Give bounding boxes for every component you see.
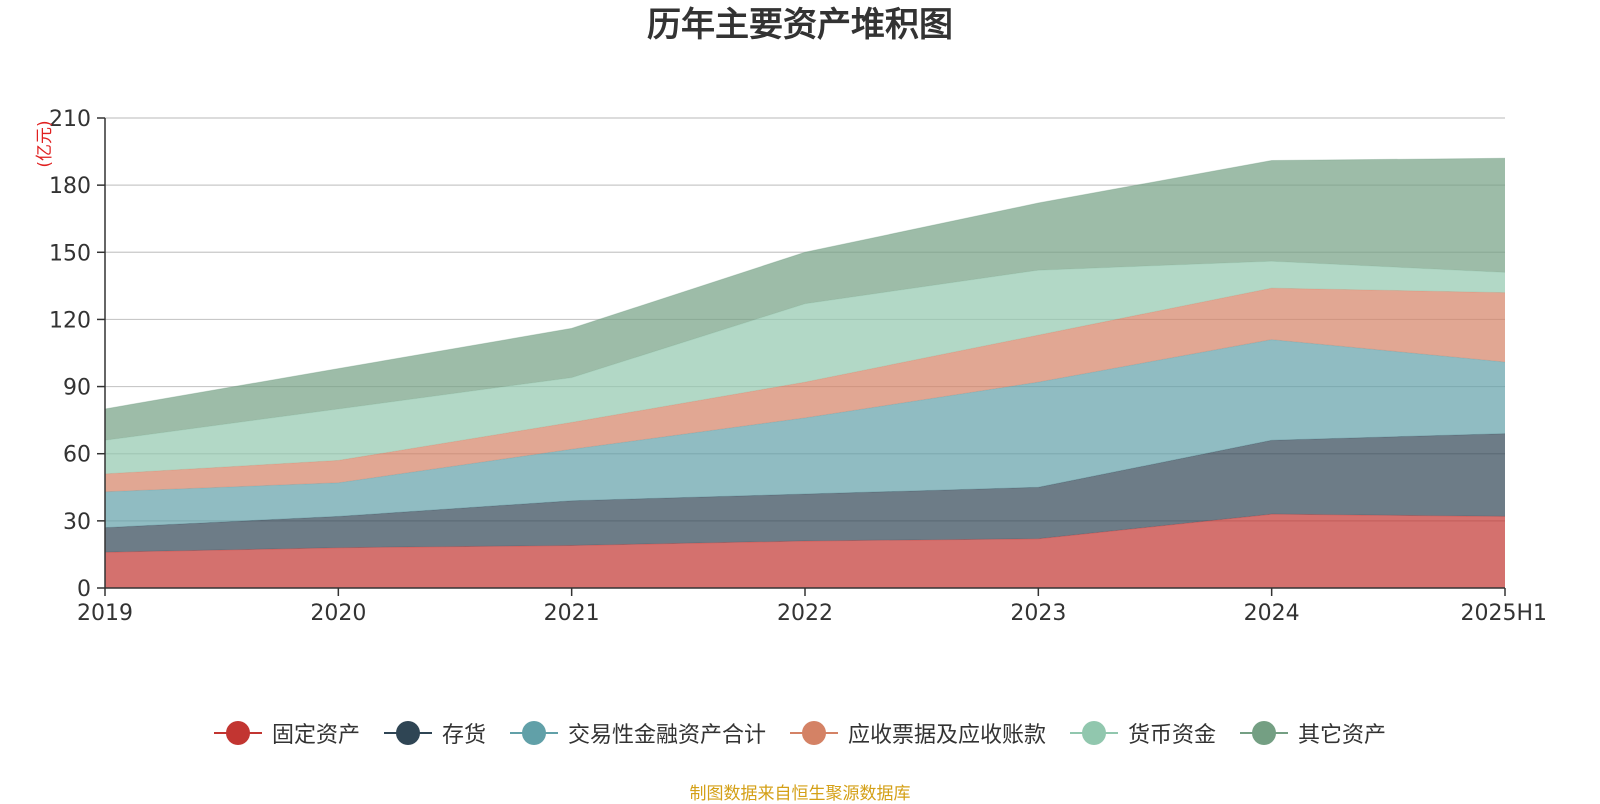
area-series-1[interactable]	[105, 433, 1505, 553]
y-axis-unit: (亿元)	[35, 120, 55, 167]
x-tick-label: 2020	[310, 601, 366, 626]
legend-label: 货币资金	[1128, 723, 1217, 748]
legend-marker-icon	[790, 721, 838, 745]
y-tick-label: 60	[63, 443, 91, 468]
area-series-4[interactable]	[105, 261, 1505, 474]
axes	[97, 117, 1506, 596]
area-series-3[interactable]	[105, 288, 1505, 492]
legend-item-1[interactable]: 存货	[383, 717, 486, 749]
legend-marker-icon	[383, 721, 432, 745]
area-layers	[104, 157, 1506, 588]
x-tick-label: 2019	[77, 601, 133, 626]
chart-title: 历年主要资产堆积图	[647, 5, 953, 45]
area-series-line-5	[104, 157, 1506, 410]
legend-marker-icon	[509, 721, 558, 745]
source-note: 制图数据来自恒生聚源数据库	[689, 784, 911, 804]
y-tick-label: 90	[63, 376, 91, 401]
legend-item-3[interactable]: 应收票据及应收账款	[790, 717, 1046, 749]
legend-label: 固定资产	[271, 723, 360, 748]
x-tick-label: 2025H1	[1460, 601, 1547, 626]
legend: 固定资产 存货 交易性金融资产合计 应收票据及应收账款 货币资金 其它资产	[0, 717, 1600, 749]
x-tick-label: 2021	[544, 601, 600, 626]
legend-label: 存货	[441, 723, 486, 748]
tick-labels: 0 30 60 90 120 150 180 210 2019 2020 2021 2022 2023 2…	[35, 107, 1547, 626]
area-series-0[interactable]	[105, 514, 1505, 588]
x-tick-label: 2022	[777, 601, 833, 626]
legend-item-4[interactable]: 货币资金	[1070, 717, 1216, 749]
y-tick-label: 120	[49, 308, 91, 333]
legend-marker-icon	[1240, 721, 1289, 745]
y-tick-label: 210	[49, 107, 91, 132]
y-tick-label: 180	[49, 174, 91, 199]
legend-label: 其它资产	[1298, 723, 1387, 748]
legend-item-2[interactable]: 交易性金融资产合计	[509, 717, 766, 749]
legend-item-0[interactable]: 固定资产	[213, 717, 360, 749]
x-tick-label: 2023	[1010, 601, 1066, 626]
x-tick-label: 2024	[1244, 601, 1300, 626]
legend-label: 应收票据及应收账款	[848, 723, 1047, 748]
legend-item-5[interactable]: 其它资产	[1240, 717, 1386, 749]
legend-marker-icon	[213, 721, 262, 745]
legend-marker-icon	[1070, 721, 1119, 745]
y-tick-label: 150	[49, 241, 91, 266]
legend-label: 交易性金融资产合计	[567, 723, 766, 748]
y-tick-label: 0	[77, 577, 91, 602]
area-series-2[interactable]	[105, 339, 1505, 528]
y-tick-label: 30	[63, 510, 91, 535]
area-series-5[interactable]	[105, 158, 1505, 441]
